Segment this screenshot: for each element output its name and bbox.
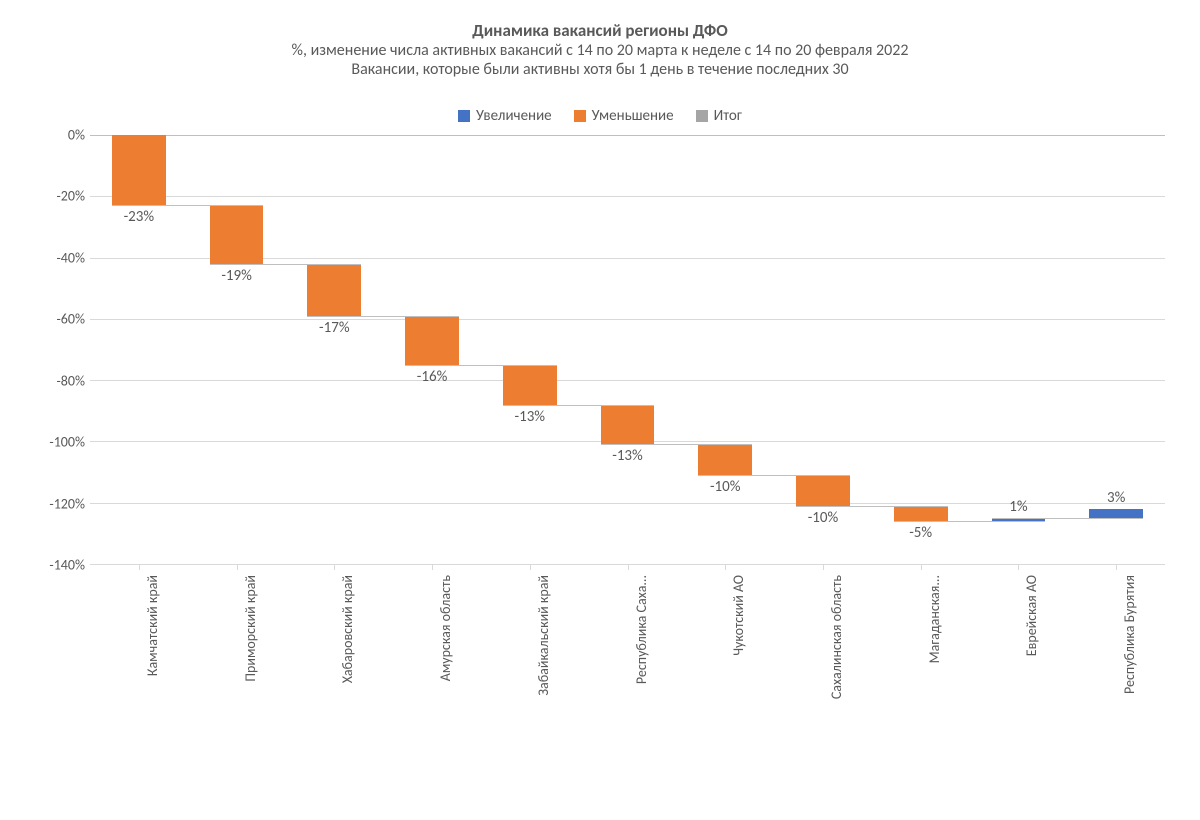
- x-tick-mark: [334, 565, 335, 570]
- legend-label: Итог: [714, 107, 742, 125]
- waterfall-connector: [307, 316, 458, 317]
- bar-data-label: -16%: [417, 368, 448, 386]
- legend-swatch: [696, 110, 708, 122]
- chart-subtitle-2: Вакансии, которые были активны хотя бы 1…: [25, 60, 1175, 79]
- y-tick-label: 0%: [30, 127, 85, 144]
- x-axis-label: Чукотский АО: [730, 575, 747, 656]
- x-axis-label: Камчатский край: [144, 575, 161, 676]
- legend-swatch: [458, 110, 470, 122]
- waterfall-connector: [112, 205, 263, 206]
- y-tick-label: -140%: [30, 557, 85, 574]
- bar-data-label: 3%: [1107, 489, 1125, 507]
- waterfall-connector: [503, 405, 654, 406]
- waterfall-connector: [210, 264, 361, 265]
- x-tick-mark: [1018, 565, 1019, 570]
- y-tick-label: -40%: [30, 249, 85, 266]
- chart-subtitle-1: %, изменение числа активных вакансий с 1…: [25, 41, 1175, 60]
- legend: Увеличение Уменьшение Итог: [25, 107, 1175, 125]
- x-tick-mark: [1116, 565, 1117, 570]
- y-tick-label: -120%: [30, 495, 85, 512]
- x-axis-label: Сахалинская область: [828, 575, 845, 699]
- x-axis-label: Еврейская АО: [1023, 575, 1040, 656]
- bar-data-label: -10%: [710, 478, 741, 496]
- plot: -23% -19% -17% -16% -13% -13% -10% -10% -5% 1% 3%: [90, 135, 1165, 565]
- bar-data-label: 1%: [1009, 498, 1027, 516]
- x-axis-label: Республика Бурятия: [1121, 575, 1138, 694]
- x-tick-mark: [432, 565, 433, 570]
- x-tick-mark: [139, 565, 140, 570]
- waterfall-bar: [112, 135, 166, 205]
- waterfall-connector: [405, 365, 556, 366]
- x-axis-label: Приморский край: [242, 575, 259, 682]
- bar-data-label: -17%: [319, 319, 350, 337]
- x-tick-mark: [237, 565, 238, 570]
- chart-title: Динамика вакансий регионы ДФО: [25, 20, 1175, 41]
- x-axis: Камчатский край Приморский край Хабаровски…: [90, 565, 1165, 765]
- x-tick-mark: [628, 565, 629, 570]
- legend-swatch: [574, 110, 586, 122]
- legend-item: Итог: [696, 107, 742, 125]
- x-axis-label: Забайкальский край: [535, 575, 552, 696]
- chart-container: Динамика вакансий регионы ДФО %, изменен…: [0, 0, 1200, 820]
- waterfall-bar: [405, 316, 459, 365]
- y-tick-label: -60%: [30, 311, 85, 328]
- legend-label: Увеличение: [476, 107, 552, 125]
- y-tick-label: -80%: [30, 372, 85, 389]
- waterfall-connector: [894, 521, 1045, 522]
- waterfall-connector: [601, 444, 752, 445]
- bar-data-label: -13%: [612, 447, 643, 465]
- x-tick-mark: [921, 565, 922, 570]
- legend-item: Уменьшение: [574, 107, 674, 125]
- x-tick-mark: [823, 565, 824, 570]
- legend-label: Уменьшение: [592, 107, 674, 125]
- y-axis: 0%-20%-40%-60%-80%-100%-120%-140%: [30, 135, 85, 565]
- waterfall-connector: [698, 475, 849, 476]
- bar-data-label: -13%: [515, 408, 546, 426]
- waterfall-bar: [1089, 509, 1143, 518]
- waterfall-bar: [307, 264, 361, 316]
- y-tick-label: -100%: [30, 434, 85, 451]
- waterfall-connector: [796, 506, 947, 507]
- bar-data-label: -19%: [221, 267, 252, 285]
- waterfall-bar: [503, 365, 557, 405]
- waterfall-connector: [992, 518, 1143, 519]
- legend-item: Увеличение: [458, 107, 552, 125]
- waterfall-bar: [601, 405, 655, 445]
- waterfall-bar: [796, 475, 850, 506]
- bar-data-label: -23%: [124, 208, 155, 226]
- waterfall-bar: [210, 205, 264, 263]
- x-axis-label: Амурская область: [437, 575, 454, 681]
- bar-data-label: -10%: [808, 509, 839, 527]
- bars-layer: -23% -19% -17% -16% -13% -13% -10% -10% -5% 1% 3%: [90, 135, 1165, 564]
- plot-area: 0%-20%-40%-60%-80%-100%-120%-140% -23%-1…: [90, 135, 1165, 565]
- x-axis-label: Республика Саха...: [633, 575, 650, 684]
- x-tick-mark: [725, 565, 726, 570]
- waterfall-bar: [894, 506, 948, 521]
- waterfall-bar: [698, 444, 752, 475]
- x-tick-mark: [530, 565, 531, 570]
- x-axis-label: Хабаровский край: [339, 575, 356, 683]
- bar-data-label: -5%: [909, 524, 932, 542]
- y-tick-label: -20%: [30, 188, 85, 205]
- x-axis-label: Магаданская...: [926, 575, 943, 663]
